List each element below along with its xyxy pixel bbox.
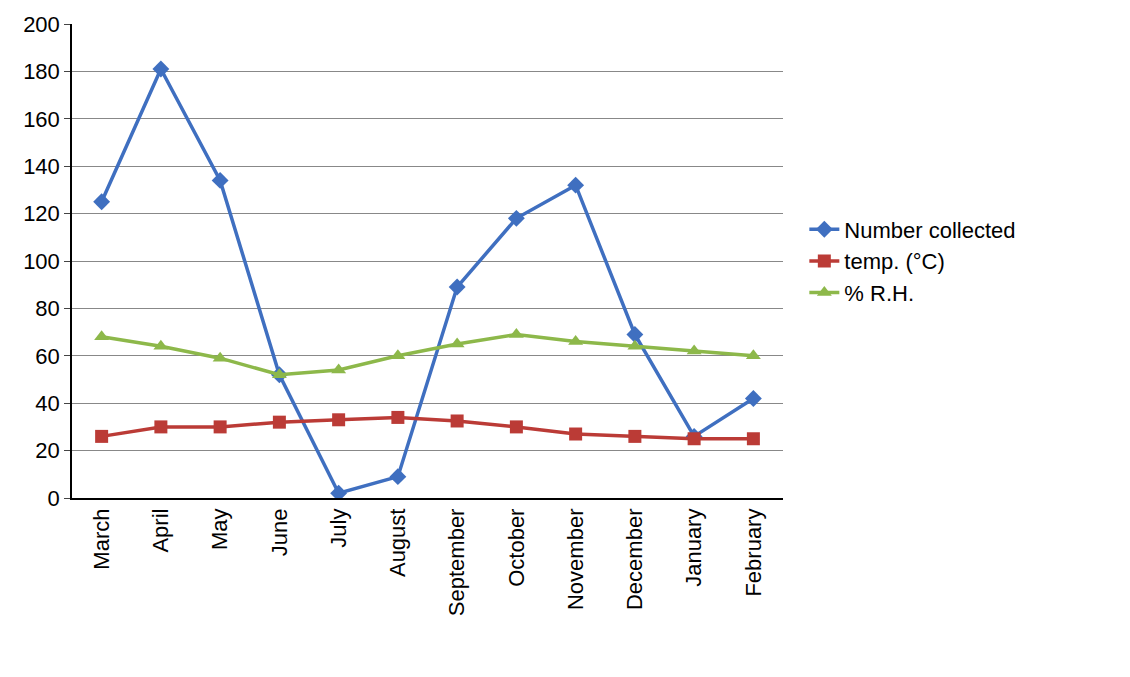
svg-text:80: 80 <box>35 296 59 321</box>
svg-text:February: February <box>741 509 766 597</box>
svg-text:60: 60 <box>35 344 59 369</box>
svg-text:140: 140 <box>23 154 60 179</box>
svg-text:120: 120 <box>23 201 60 226</box>
svg-text:April: April <box>148 509 173 553</box>
svg-text:July: July <box>326 509 351 548</box>
svg-text:September: September <box>444 509 469 617</box>
svg-text:200: 200 <box>23 12 60 37</box>
svg-text:temp. (°C): temp. (°C) <box>844 249 944 274</box>
svg-text:June: June <box>267 509 292 557</box>
svg-text:0: 0 <box>48 486 60 511</box>
svg-text:October: October <box>504 509 529 587</box>
svg-text:Number collected: Number collected <box>844 218 1015 243</box>
svg-text:January: January <box>681 509 706 587</box>
svg-text:20: 20 <box>35 438 59 463</box>
svg-text:March: March <box>89 509 114 570</box>
svg-text:160: 160 <box>23 107 60 132</box>
svg-text:December: December <box>622 509 647 610</box>
svg-text:August: August <box>385 509 410 578</box>
svg-text:% R.H.: % R.H. <box>844 281 914 306</box>
svg-text:May: May <box>207 509 232 551</box>
svg-text:180: 180 <box>23 59 60 84</box>
svg-text:November: November <box>563 509 588 610</box>
svg-text:40: 40 <box>35 391 59 416</box>
svg-text:100: 100 <box>23 249 60 274</box>
